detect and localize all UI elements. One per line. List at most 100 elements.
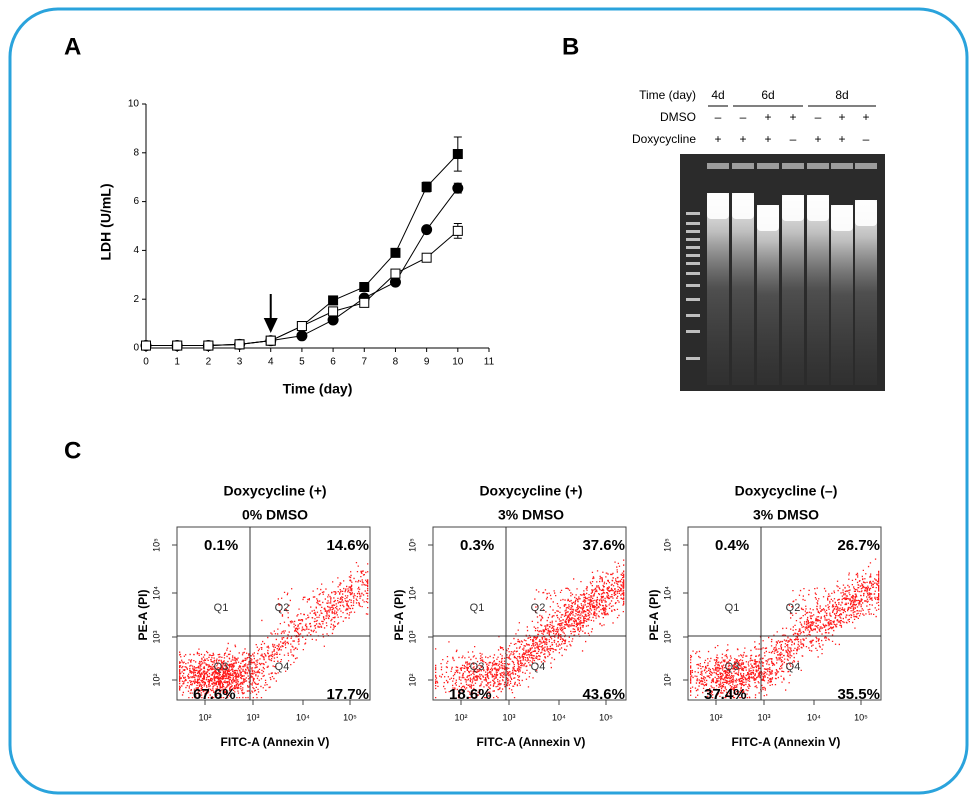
ladder-band <box>686 230 700 233</box>
plot-subtitle: 0% DMSO <box>242 507 308 523</box>
sign: + <box>764 132 771 146</box>
well <box>732 163 754 169</box>
x-tick-label: 1 <box>174 357 180 368</box>
marker <box>203 340 214 351</box>
group-label: 4d <box>711 88 724 102</box>
x-tick-label: 10² <box>709 712 722 722</box>
percent: 37.4% <box>704 686 747 703</box>
row-label: Doxycycline <box>632 132 696 146</box>
marker <box>141 340 151 351</box>
marker <box>452 149 463 160</box>
y-tick-label: 0 <box>133 343 139 354</box>
x-tick-label: 10³ <box>502 712 515 722</box>
y-tick-label: 10² <box>662 673 672 686</box>
quadrant-label: Q1 <box>470 602 485 614</box>
x-tick-label: 10⁴ <box>296 712 310 722</box>
sign: + <box>764 110 771 124</box>
ladder-band <box>686 212 700 215</box>
percent: 0.4% <box>715 537 749 554</box>
group-label: 6d <box>761 88 774 102</box>
y-tick-label: 10⁵ <box>662 538 672 552</box>
marker <box>452 182 464 194</box>
plot-title: Doxycycline (–) <box>735 483 838 499</box>
lane-smear <box>831 205 853 385</box>
series-line <box>146 153 459 347</box>
percent: 17.7% <box>326 686 369 703</box>
x-tick-label: 10 <box>452 357 464 368</box>
well <box>831 163 853 169</box>
percent: 0.3% <box>460 537 494 554</box>
marker <box>421 224 433 236</box>
plot-frame <box>176 526 371 701</box>
x-tick-label: 11 <box>484 357 495 368</box>
arrow-head <box>263 318 278 333</box>
marker <box>296 330 308 342</box>
x-tick-label: 5 <box>299 357 305 368</box>
lane-smear <box>855 200 877 385</box>
sign: + <box>838 132 845 146</box>
y-tick-label: 10⁴ <box>151 586 161 600</box>
well <box>782 163 804 169</box>
ladder-band <box>686 298 700 301</box>
x-axis-label: FITC-A (Annexin V) <box>477 735 586 749</box>
y-tick-label: 6 <box>133 196 139 207</box>
well <box>807 163 829 169</box>
quadrant-label: Q3 <box>214 661 229 673</box>
y-axis-label: PE-A (PI) <box>647 590 661 641</box>
ladder-band <box>686 222 700 225</box>
percent: 43.6% <box>582 686 625 703</box>
main-band <box>831 205 853 231</box>
quadrant-label: Q2 <box>786 602 801 614</box>
frame <box>8 7 969 795</box>
marker <box>359 282 370 292</box>
main-band <box>732 193 754 219</box>
y-tick-label: 2 <box>133 294 139 305</box>
sign: – <box>790 132 797 146</box>
ladder-band <box>686 272 700 275</box>
percent: 0.1% <box>204 537 238 554</box>
quadrant-label: Q2 <box>531 602 546 614</box>
y-axis-label: PE-A (PI) <box>136 590 150 641</box>
quadrant-label: Q3 <box>725 661 740 673</box>
ladder-band <box>686 246 700 249</box>
panel-label: C <box>64 437 81 464</box>
x-tick-label: 8 <box>393 357 399 368</box>
x-tick-label: 10⁵ <box>854 712 868 722</box>
y-axis-label: LDH (U/mL) <box>98 184 114 261</box>
x-tick-label: 10⁴ <box>807 712 821 722</box>
quadrant-label: Q4 <box>531 661 546 673</box>
y-tick-label: 10⁵ <box>407 538 417 552</box>
ladder-band <box>686 357 700 360</box>
lane-smear <box>757 205 779 385</box>
well <box>707 163 729 169</box>
lane-smear <box>707 193 729 385</box>
y-tick-label: 10 <box>128 99 140 110</box>
y-tick-label: 10³ <box>151 630 161 643</box>
plot-title: Doxycycline (+) <box>223 483 326 499</box>
x-tick-label: 10² <box>454 712 467 722</box>
ladder-band <box>686 254 700 257</box>
lane-smear <box>807 195 829 385</box>
ladder-band <box>686 284 700 287</box>
row-label: Time (day) <box>639 88 696 102</box>
percent: 18.6% <box>449 686 492 703</box>
quadrant-label: Q1 <box>214 602 229 614</box>
sign: + <box>862 110 869 124</box>
x-tick-label: 10³ <box>757 712 770 722</box>
y-tick-label: 10² <box>407 673 417 686</box>
x-tick-label: 10² <box>198 712 211 722</box>
sign: – <box>863 132 870 146</box>
ladder-band <box>686 262 700 265</box>
plot-frame <box>687 526 882 701</box>
main-band <box>707 193 729 219</box>
x-tick-label: 4 <box>268 357 274 368</box>
quadrant-label: Q4 <box>786 661 801 673</box>
marker <box>452 225 463 236</box>
x-tick-label: 10⁵ <box>343 712 357 722</box>
x-tick-label: 7 <box>361 357 367 368</box>
ladder-band <box>686 238 700 241</box>
x-tick-label: 10⁴ <box>552 712 566 722</box>
x-tick-label: 3 <box>237 357 243 368</box>
y-tick-label: 10³ <box>662 630 672 643</box>
